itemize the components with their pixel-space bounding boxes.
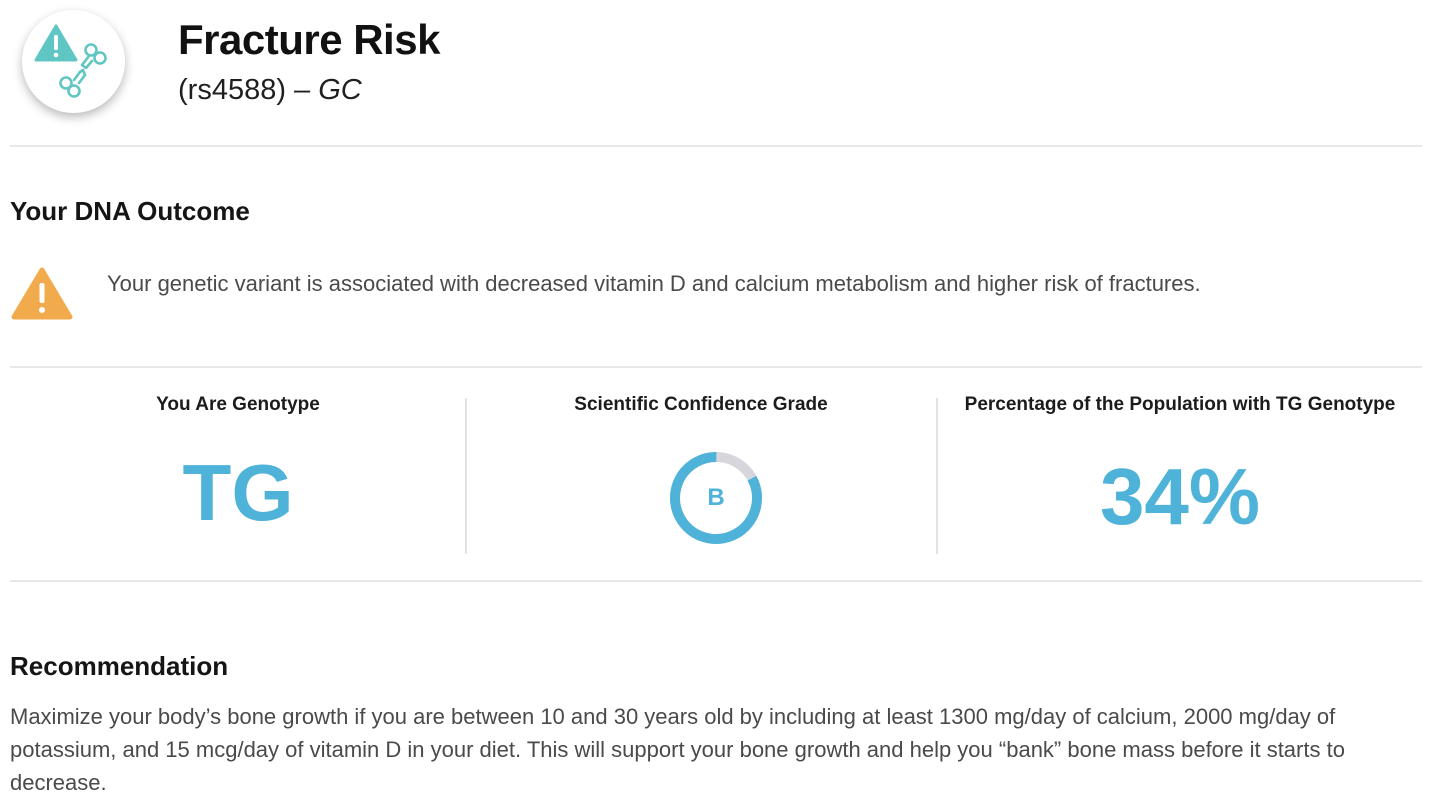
subtitle-dash: –: [286, 74, 319, 106]
genotype-stat: You Are Genotype TG: [10, 368, 466, 580]
warning-triangle-icon: [9, 265, 75, 328]
recommendation-heading: Recommendation: [10, 651, 229, 681]
genotype-value: TG: [182, 448, 294, 537]
grade-value: B: [707, 484, 725, 511]
stats-separator: [936, 398, 938, 554]
grade-ring-fill: [670, 452, 762, 544]
outcome-message: Your genetic variant is associated with …: [107, 271, 1201, 296]
stats-divider: [10, 580, 1422, 582]
genotype-label: You Are Genotype: [156, 394, 320, 415]
snp-id: (rs4588): [178, 74, 286, 106]
recommendation-text: Maximize your body’s bone growth if you …: [10, 704, 1345, 795]
population-label: Percentage of the Population with TG Gen…: [964, 394, 1396, 415]
population-stat: Percentage of the Population with TG Gen…: [938, 368, 1422, 580]
page-subtitle: (rs4588) – GC: [178, 74, 362, 107]
grade-label: Scientific Confidence Grade: [574, 394, 828, 415]
grade-ring: [670, 452, 762, 544]
broken-bone-warning-icon: [22, 10, 125, 113]
stats-row: You Are Genotype TG Scientific Confidenc…: [10, 368, 1422, 580]
page-header: Fracture Risk (rs4588) – GC: [0, 0, 1456, 146]
outcome-heading: Your DNA Outcome: [10, 196, 250, 226]
population-value: 34%: [1099, 452, 1261, 541]
page-title: Fracture Risk: [178, 16, 440, 63]
outcome-divider: [10, 366, 1422, 368]
stats-separator: [465, 398, 467, 554]
gene-name: GC: [318, 74, 362, 106]
grade-stat: Scientific Confidence Grade B: [466, 368, 936, 580]
header-divider: [10, 145, 1422, 147]
